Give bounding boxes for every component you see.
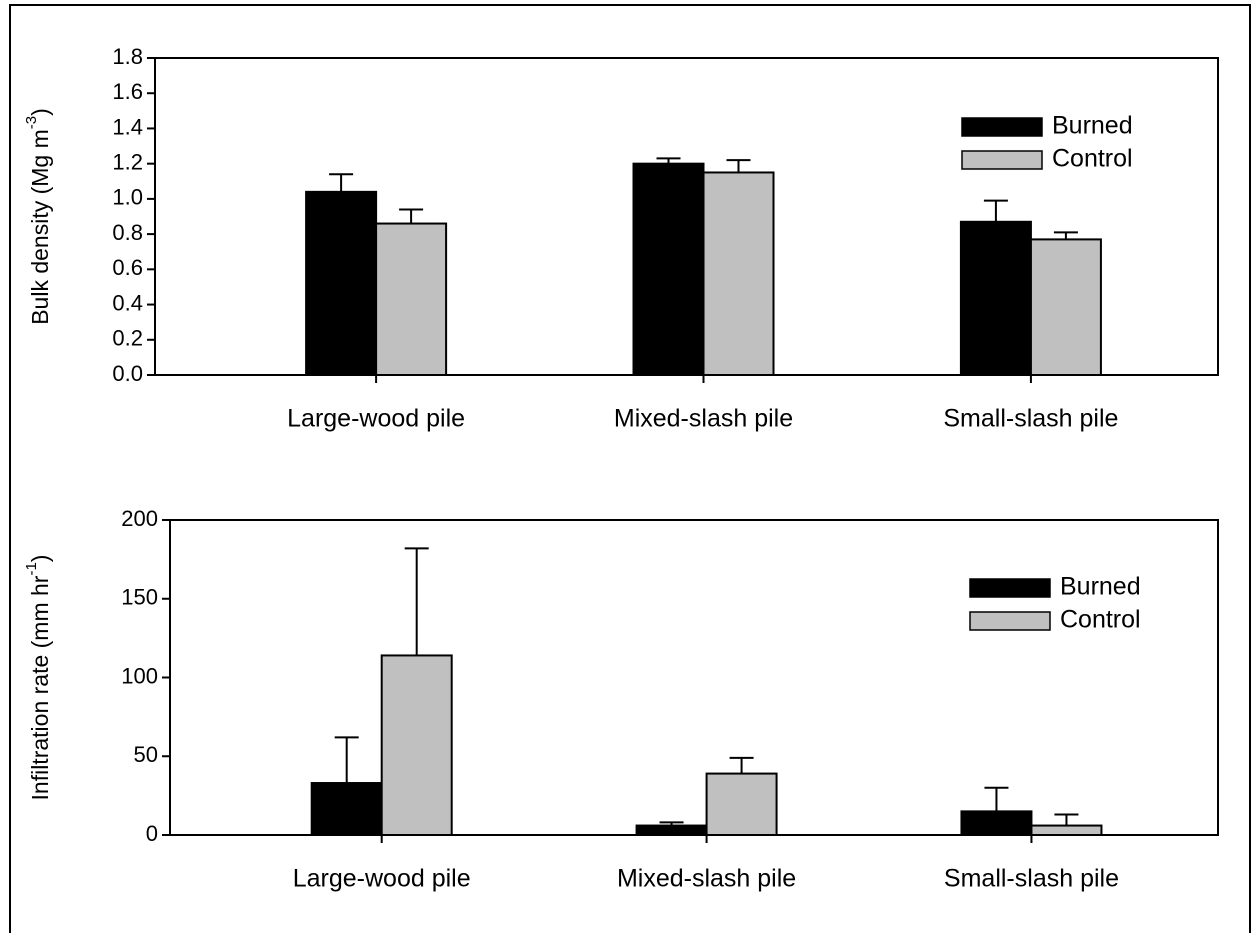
y-tick-label: 1.8: [112, 44, 143, 69]
y-axis-title-text: Infiltration rate (mm hr: [27, 575, 53, 800]
figure-border: [9, 4, 1251, 933]
legend-label: Burned: [1060, 573, 1141, 601]
bar: [310, 782, 383, 837]
x-tick-label: Mixed-slash pile: [617, 865, 796, 893]
legend-label: Burned: [1052, 112, 1133, 140]
y-axis-title-sup: -3: [23, 116, 40, 129]
y-tick-label: 1.0: [112, 185, 143, 210]
bar: [380, 654, 453, 837]
bar: [960, 810, 1033, 836]
legend-swatch: [969, 611, 1051, 631]
y-tick-label: 0: [146, 821, 158, 846]
y-tick-label: 100: [121, 663, 158, 688]
y-tick-label: 1.2: [112, 149, 143, 174]
legend-label: Control: [1052, 145, 1133, 173]
y-axis-title-close: ): [27, 108, 53, 116]
bar: [305, 190, 378, 376]
y-tick-label: 150: [121, 585, 158, 610]
x-tick-label: Small-slash pile: [944, 865, 1119, 893]
y-tick-label: 0.6: [112, 255, 143, 280]
bar: [1029, 238, 1102, 376]
y-axis-title: Infiltration rate (mm hr-1): [23, 555, 53, 801]
y-tick-label: 1.6: [112, 79, 143, 104]
y-tick-label: 50: [134, 742, 158, 767]
x-tick-label: Large-wood pile: [293, 865, 471, 893]
legend-swatch: [961, 150, 1043, 170]
legend-swatch: [969, 578, 1051, 598]
y-tick-label: 0.4: [112, 290, 143, 315]
bar: [1030, 824, 1103, 836]
legend-label: Control: [1060, 606, 1141, 634]
y-tick-label: 1.4: [112, 114, 143, 139]
bar: [632, 162, 705, 376]
bar: [635, 824, 708, 836]
bar: [375, 222, 448, 376]
y-axis-title-text: Bulk density (Mg m: [27, 129, 53, 325]
y-axis-title-close: ): [27, 555, 53, 563]
y-tick-label: 200: [121, 506, 158, 531]
y-tick-label: 0.0: [112, 361, 143, 386]
x-tick-label: Large-wood pile: [287, 405, 465, 433]
x-tick-label: Mixed-slash pile: [614, 405, 793, 433]
x-tick-label: Small-slash pile: [943, 405, 1118, 433]
legend-swatch: [961, 117, 1043, 137]
bar: [702, 171, 775, 376]
y-axis-title-sup: -1: [23, 562, 40, 575]
bar: [705, 772, 778, 837]
y-tick-label: 0.8: [112, 220, 143, 245]
y-axis-title: Bulk density (Mg m-3): [23, 108, 53, 325]
bar: [959, 220, 1032, 376]
y-tick-label: 0.2: [112, 326, 143, 351]
